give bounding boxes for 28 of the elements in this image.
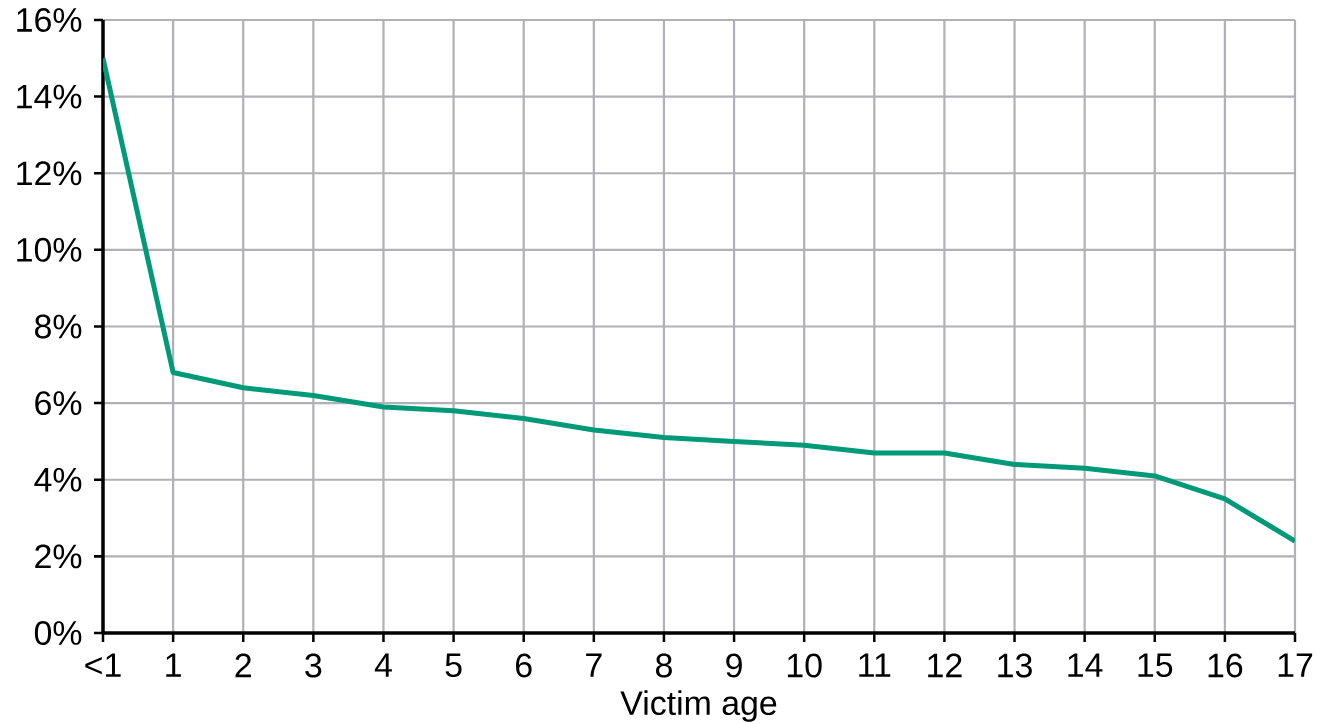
x-tick-label: 15 bbox=[1138, 653, 1173, 678]
y-tick-label: 12% bbox=[17, 161, 82, 186]
x-axis-title: Victim age bbox=[620, 690, 777, 722]
x-tick-label: 6 bbox=[516, 653, 532, 678]
x-tick-label: 12 bbox=[928, 653, 962, 678]
x-tick-label: 17 bbox=[1278, 653, 1313, 677]
x-tick-label: <1 bbox=[85, 653, 121, 677]
x-tick-label: 3 bbox=[305, 653, 322, 678]
x-tick-label: 16 bbox=[1208, 653, 1243, 678]
y-tick-label: 2% bbox=[35, 544, 82, 569]
x-tick-label: 9 bbox=[726, 653, 742, 678]
x-tick-label: 8 bbox=[655, 653, 672, 678]
x-tick-label: 2 bbox=[235, 653, 251, 678]
x-tick-label: 13 bbox=[998, 653, 1032, 678]
x-tick-label: 4 bbox=[374, 653, 392, 677]
x-tick-label: 1 bbox=[166, 653, 181, 677]
x-tick-label: 7 bbox=[586, 653, 602, 677]
y-tick-label: 8% bbox=[35, 314, 82, 339]
y-tick-label: 4% bbox=[34, 467, 82, 492]
y-tick-label: 6% bbox=[35, 391, 82, 416]
x-tick-label: 11 bbox=[859, 653, 891, 677]
y-tick-label: 16% bbox=[17, 8, 82, 32]
x-tick-label: 5 bbox=[445, 653, 462, 678]
x-tick-label: 10 bbox=[787, 653, 822, 678]
y-tick-label: 10% bbox=[17, 237, 82, 262]
y-tick-label: 0% bbox=[34, 621, 82, 645]
y-tick-label: 14% bbox=[17, 84, 82, 109]
x-tick-label: 14 bbox=[1068, 653, 1103, 677]
